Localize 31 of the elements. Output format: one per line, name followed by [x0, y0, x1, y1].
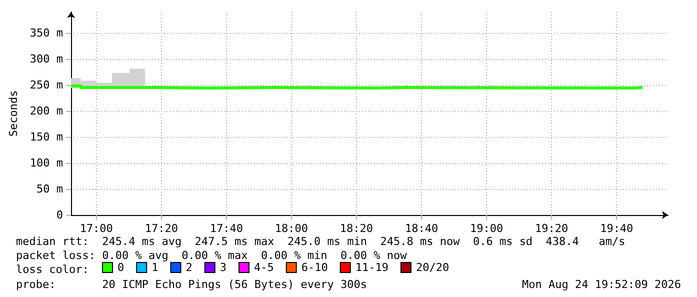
legend-label: 3	[220, 261, 226, 274]
x-tick-label: 19:00	[470, 222, 504, 235]
y-tick-label: 150 m	[30, 130, 64, 144]
y-tick-label: 250 m	[30, 78, 64, 92]
legend-label: 1	[152, 261, 158, 274]
y-tick-label: 0	[56, 208, 64, 222]
y-axis-title: Seconds	[7, 90, 20, 137]
x-tick-label: 18:40	[404, 222, 438, 235]
text: packet loss: 0.00 % avg 0.00 % max 0.00 % min 0.00 % now	[16, 249, 408, 262]
legend-title: loss color:	[16, 263, 89, 276]
text: Mon Aug 24 19:52:09 2026	[522, 278, 682, 291]
legend-label: 2	[186, 261, 192, 274]
x-tick-label: 19:40	[600, 222, 634, 235]
x-tick-label: 17:20	[144, 222, 178, 235]
text: median rtt: 245.4 ms avg 247.5 ms max 245.0 ms min 245.8 ms now 0.6 ms sd 438.4 am/s	[16, 235, 626, 248]
y-tick-label: 300 m	[30, 52, 64, 66]
x-tick-label: 18:00	[274, 222, 308, 235]
y-tick-label: 200 m	[30, 104, 64, 118]
legend-label: 11-19	[355, 261, 388, 274]
x-tick-label: 17:00	[80, 222, 113, 235]
legend-label: 6-10	[301, 261, 328, 274]
legend-label: 20/20	[416, 261, 450, 274]
text: probe: 20 ICMP Echo Pings (56 Bytes) every 300s	[16, 278, 367, 291]
y-tick-label: 100 m	[30, 156, 64, 170]
y-tick-label: 350 m	[30, 26, 64, 40]
legend-label: 4-5	[254, 261, 274, 274]
x-tick-label: 17:40	[210, 222, 244, 235]
x-tick-label: 19:20	[535, 222, 568, 235]
legend-label: 0	[118, 261, 124, 274]
y-tick-label: 50 m	[36, 182, 64, 196]
x-tick-label: 18:20	[340, 222, 374, 235]
